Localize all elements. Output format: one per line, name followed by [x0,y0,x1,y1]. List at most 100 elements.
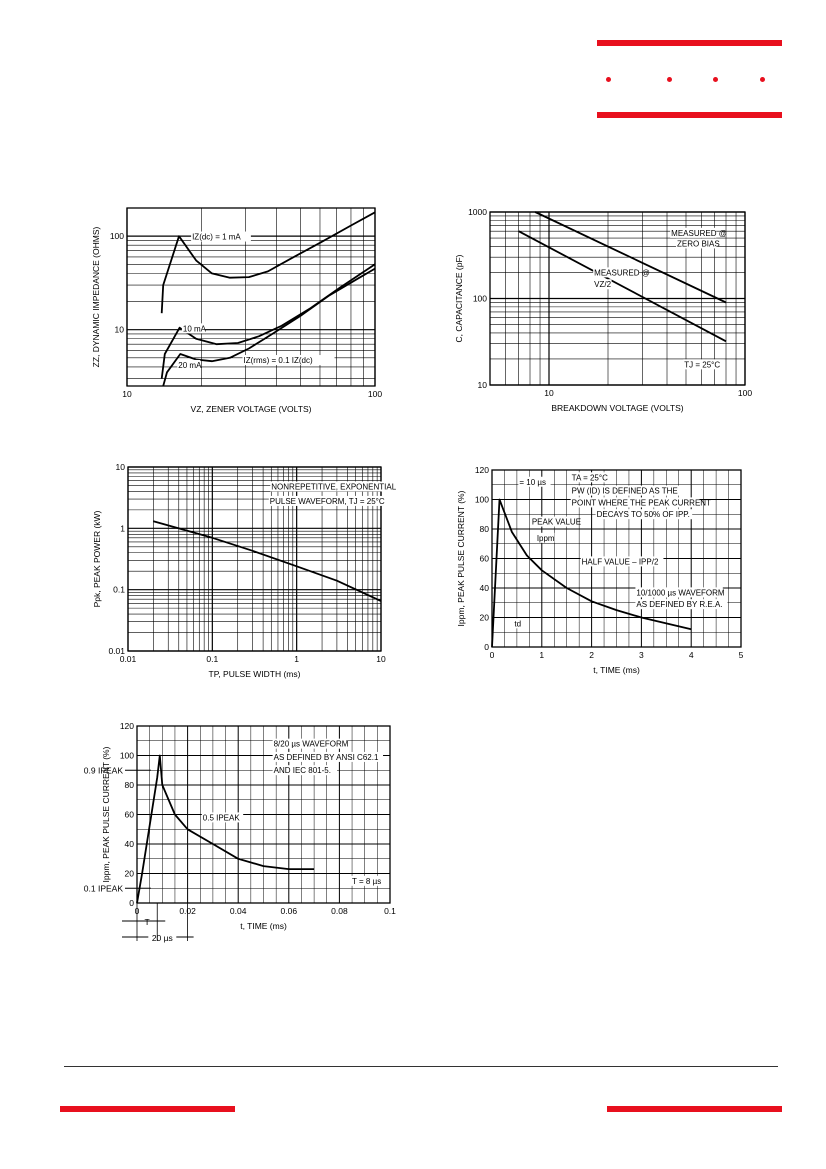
y-axis-label: Ppk, PEAK POWER (kW) [92,510,102,607]
annotation-bg [535,532,555,543]
y-axis-label: C, CAPACITANCE (pF) [454,254,464,342]
y-tick-label: 80 [480,524,490,534]
x-tick-label: 0.1 [206,654,218,664]
x-tick-label: 100 [368,389,382,399]
y-tick-label: 60 [125,810,135,820]
x-tick-label: 0.06 [281,906,298,916]
y-tick-label: 20 [480,613,490,623]
x-tick-label: 0 [490,650,495,660]
annotation-1: MEASURED @ [671,229,727,238]
series-line-1 [136,754,315,904]
y-tick-label: 120 [475,465,489,475]
y-tick-label: 0 [484,642,489,652]
y-axis-label: Ippm, PEAK PULSE CURRENT (%) [456,490,466,626]
annotation-5: T = 8 µs [352,877,381,886]
annotation-11: td [514,619,521,628]
annotation-6: PEAK VALUE [532,518,581,527]
annotation-bg [593,279,612,290]
plot-frame [126,207,376,387]
annotation-3: AND IEC 801-5. [274,766,331,775]
dim-label-t: T [145,917,150,927]
annotation-4: 20 mA [178,361,202,370]
annotation-bg [181,323,205,334]
x-tick-label: 3 [639,650,644,660]
y-tick-label: 100 [120,751,134,761]
x-tick-label: 0.01 [120,654,137,664]
plot-area [128,467,381,651]
annotation-1: NONREPETITIVE, EXPONENTIAL [271,482,396,491]
header-dot-2 [667,77,672,82]
footer-rule [64,1066,778,1067]
y-axis-label: ZZ, DYNAMIC IMPEDANCE (OHMS) [91,226,101,367]
annotation-2: AS DEFINED BY ANSI C62.1 [274,753,379,762]
annotation-bg [513,618,523,629]
y-tick-label: 40 [480,583,490,593]
plot-frame [127,466,382,652]
x-tick-label: 0.08 [331,906,348,916]
header-bottom-bar [597,112,782,118]
y-tick-label: 10 [115,325,125,335]
annotation-bg [676,238,718,249]
side-label-1: 0.9 IPEAK [84,765,124,775]
plot-frame [491,469,742,648]
annotation-bg [518,476,551,487]
annotation-bg [683,359,725,370]
dim-label-20us: 20 µs [152,933,173,943]
annotation-1: = 10 µs [519,478,546,487]
annotation-3: PW (ID) IS DEFINED AS THE [572,487,678,496]
header-top-bar [597,40,782,46]
annotation-5: DECAYS TO 50% OF IPP. [597,510,690,519]
pulse-10-1000-chart: 0 1 2 3 4 5 0 20 40 60 80 100 120 t, TIME (ms) Ippm, P… [456,465,744,675]
annotation-2: TA = 25°C [572,473,608,482]
y-tick-label: 0 [129,898,134,908]
y-tick-label: 1000 [468,207,487,217]
plot-frame [136,725,391,904]
annotation-bg [268,495,384,506]
annotation-4: POINT WHERE THE PEAK CURRENT [572,498,711,507]
side-label-2: 0.1 IPEAK [84,883,124,893]
y-tick-label: 10 [116,462,126,472]
y-tick-label: 0.01 [108,646,125,656]
x-tick-label: 1 [539,650,544,660]
y-tick-label: 120 [120,721,134,731]
y-tick-label: 20 [125,869,135,879]
capacitance-chart: 10 100 10 100 1000 BREAKDOWN VOLTAGE (VOLTS) C… [454,207,752,413]
series-line-1 [534,211,727,304]
x-tick-label: 10 [544,388,554,398]
annotation-2: PULSE WAVEFORM, TJ = 25°C [270,497,385,506]
annotation-4: 0.5 IPEAK [203,813,241,822]
annotation-bg [272,738,347,749]
annotation-bg [570,497,700,508]
header-dot-1 [606,77,611,82]
x-tick-label: 10 [122,389,132,399]
y-tick-label: 80 [125,780,135,790]
annotation-9: 10/1000 µs WAVEFORM [636,588,725,597]
x-tick-label: 0.1 [384,906,396,916]
annotation-1: IZ(dc) = 1 mA [192,233,241,242]
y-tick-label: 40 [125,839,135,849]
annotation-8: HALF VALUE – IPP/2 [582,557,659,566]
x-tick-label: 0.04 [230,906,247,916]
footer-left-bar [60,1106,235,1112]
y-tick-label: 100 [475,495,489,505]
series-line-1 [491,498,692,648]
x-tick-label: 10 [376,654,386,664]
annotation-3: MEASURED @ [594,268,650,277]
annotation-bg [580,556,664,567]
header-dot-4 [760,77,765,82]
y-tick-label: 100 [110,231,124,241]
series-line-3 [162,267,376,387]
grid [489,211,746,386]
y-tick-label: 60 [480,554,490,564]
annotation-5: TJ = 25°C [684,360,720,369]
y-axis-label: Ippm, PEAK PULSE CURRENT (%) [101,746,111,882]
annotation-bg [351,875,388,886]
annotation-bg [635,599,728,610]
annotation-bg [593,267,640,278]
annotation-bg [177,359,201,370]
x-axis-label: BREAKDOWN VOLTAGE (VOLTS) [551,403,683,413]
annotation-3: IZ(rms) = 0.1 IZ(dc) [244,356,313,365]
annotation-bg [670,227,717,238]
